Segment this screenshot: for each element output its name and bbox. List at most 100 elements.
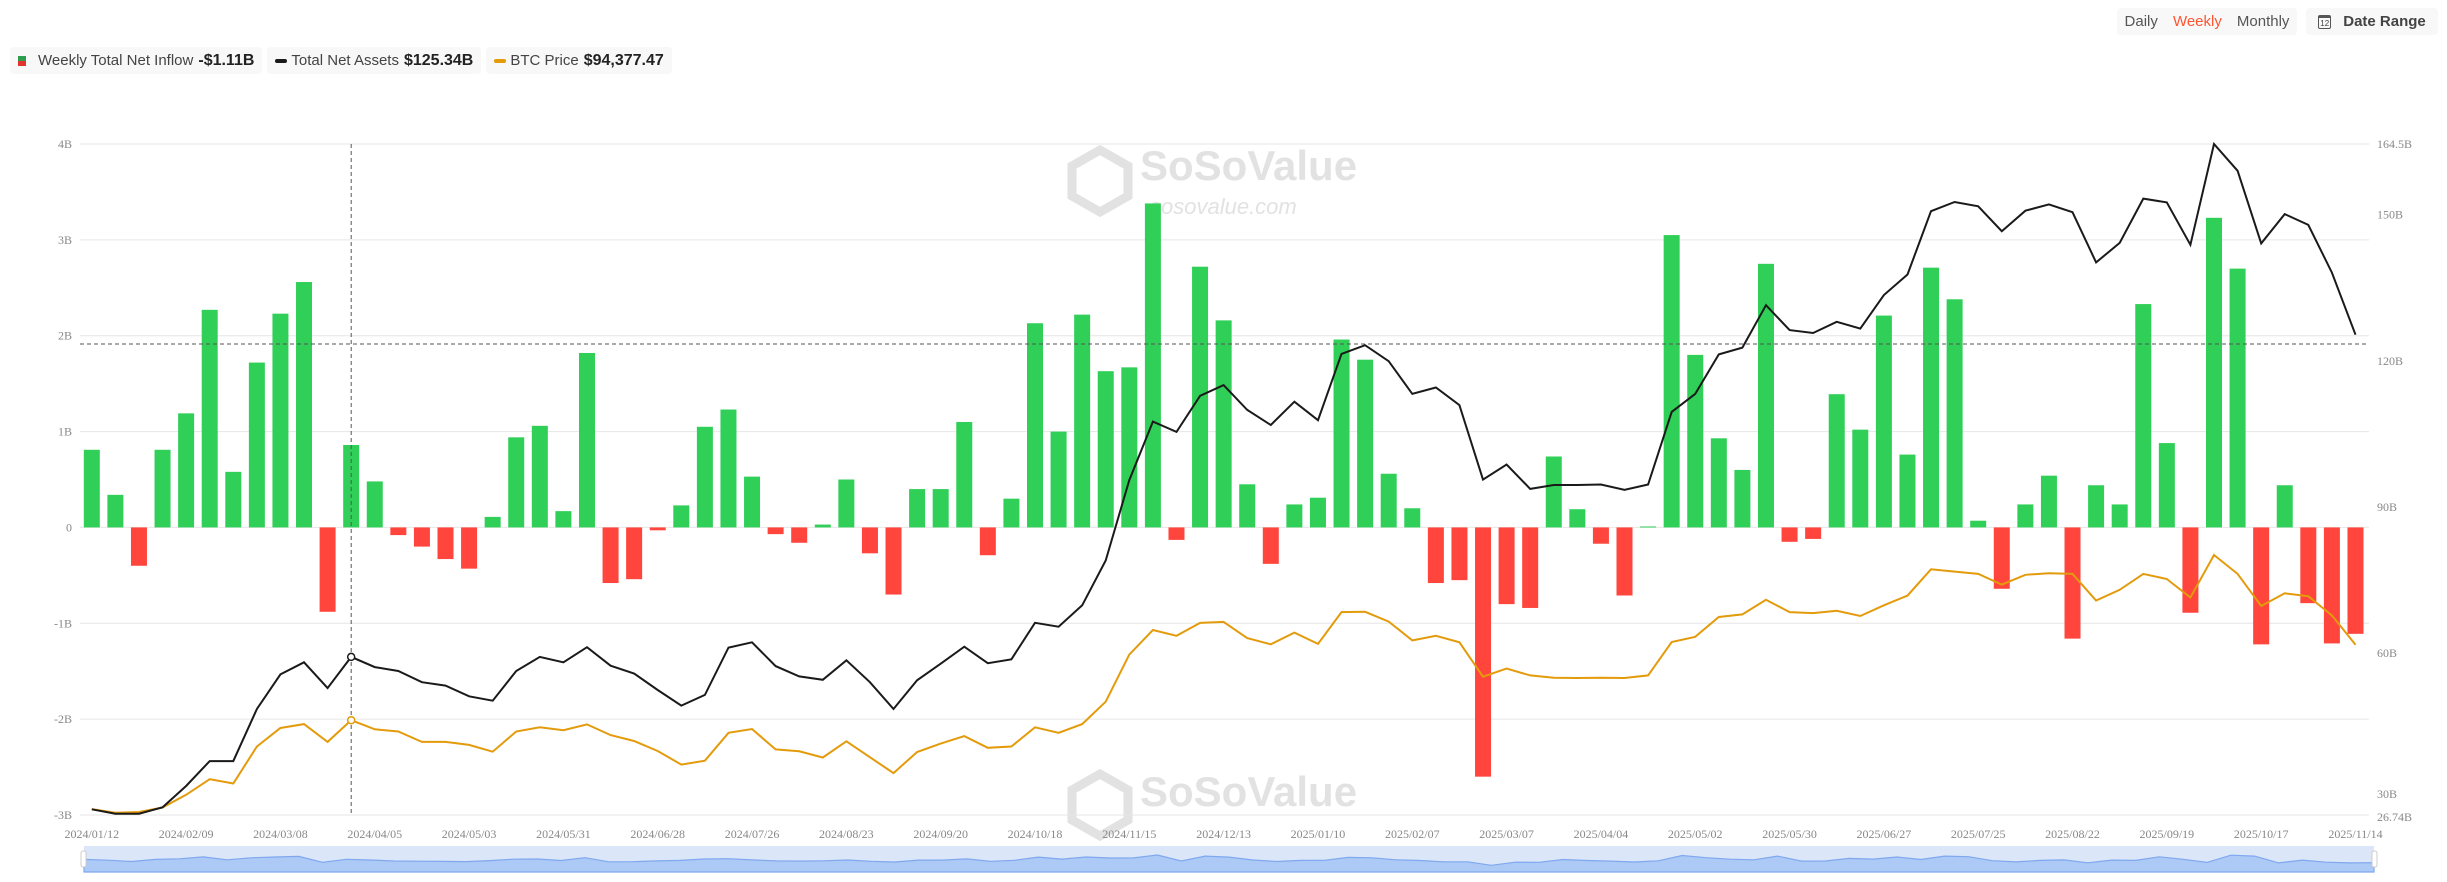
inflow-bar — [1475, 527, 1492, 777]
inflow-bar — [1734, 469, 1751, 528]
x-tick-label: 2025/08/22 — [2045, 827, 2100, 841]
x-tick-label: 2024/10/18 — [1008, 827, 1063, 841]
right-tick-label: 120B — [2377, 354, 2403, 368]
inflow-bar — [1640, 526, 1657, 528]
inflow-bar — [343, 444, 360, 528]
inflow-bar — [2017, 504, 2034, 528]
inflow-bar — [649, 527, 666, 531]
inflow-bar — [1498, 527, 1515, 605]
left-tick-label: 0 — [66, 520, 72, 534]
assets-hover-marker — [346, 652, 356, 662]
right-tick-label: 90B — [2377, 500, 2397, 514]
inflow-bar — [578, 352, 595, 528]
inflow-bar — [296, 282, 313, 528]
inflow-bar — [1427, 527, 1444, 584]
left-axis: 4B 3B 2B 1B 0 -1B -2B -3B — [54, 137, 72, 822]
inflow-bar — [1333, 339, 1350, 528]
legend-label: BTC Price — [510, 52, 579, 69]
inflow-bar — [1262, 527, 1279, 564]
crosshair — [80, 144, 2369, 815]
x-tick-label: 2024/02/09 — [159, 827, 214, 841]
period-daily-button[interactable]: Daily — [2124, 13, 2158, 30]
navigator-left-handle[interactable] — [80, 850, 87, 868]
x-tick-label: 2025/07/25 — [1951, 827, 2006, 841]
left-tick-label: 1B — [58, 425, 72, 439]
legend-item-btc-price[interactable]: BTC Price $94,377.47 — [486, 47, 672, 74]
inflow-bar — [2111, 504, 2128, 528]
inflow-bar — [744, 476, 761, 528]
inflow-bar — [1545, 456, 1562, 528]
inflow-bar — [1003, 498, 1020, 528]
inflow-bar — [1923, 267, 1940, 528]
inflow-bar — [1097, 371, 1114, 528]
inflow-bar — [1592, 527, 1609, 544]
left-tick-label: -1B — [54, 616, 72, 630]
inflow-bar — [2253, 527, 2270, 645]
inflow-bar — [154, 449, 171, 528]
legend-item-net-inflow[interactable]: Weekly Total Net Inflow -$1.11B — [10, 47, 263, 74]
inflow-bar — [1710, 438, 1727, 528]
range-navigator[interactable] — [80, 846, 2378, 873]
inflow-bar — [1357, 359, 1374, 528]
x-tick-label: 2024/03/08 — [253, 827, 308, 841]
inflow-bar — [201, 309, 218, 528]
inflow-bar — [720, 409, 737, 528]
x-tick-label: 2024/04/05 — [347, 827, 402, 841]
watermark-top: SoSoValue sosovalue.com — [1067, 142, 1357, 219]
legend-item-net-assets[interactable]: Total Net Assets $125.34B — [267, 47, 482, 74]
x-tick-label: 2025/10/17 — [2234, 827, 2289, 841]
period-monthly-button[interactable]: Monthly — [2236, 13, 2290, 30]
x-tick-label: 2025/04/04 — [1574, 827, 1629, 841]
inflow-bar — [1309, 497, 1326, 528]
inflow-bar — [2300, 527, 2317, 604]
inflow-bar — [979, 527, 996, 556]
inflow-bar — [83, 449, 100, 528]
x-axis: 2024/01/12 2024/02/09 2024/03/08 2024/04/05… — [64, 827, 2382, 841]
period-weekly-button[interactable]: Weekly — [2172, 13, 2222, 30]
legend-label: Weekly Total Net Inflow — [38, 52, 194, 69]
inflow-bar — [626, 527, 643, 580]
watermark-logo-icon — [1067, 768, 1133, 842]
inflow-bar — [508, 437, 525, 528]
inflow-bar — [1616, 527, 1633, 596]
navigator-right-handle[interactable] — [2371, 850, 2378, 868]
inflow-bar — [885, 527, 902, 595]
total-net-assets-line — [91, 141, 2357, 815]
left-tick-label: -2B — [54, 712, 72, 726]
x-tick-label: 2024/01/12 — [64, 827, 119, 841]
inflow-bar — [555, 511, 572, 528]
inflow-bar — [602, 527, 619, 584]
legend-value: -$1.11B — [198, 51, 255, 69]
x-tick-label: 2025/05/30 — [1762, 827, 1817, 841]
inflow-bar — [1027, 323, 1043, 528]
inflow-bar — [1993, 527, 2010, 589]
inflow-bar — [437, 527, 454, 560]
x-tick-label: 2024/06/28 — [630, 827, 685, 841]
period-toggle: Daily Weekly Monthly — [2117, 8, 2297, 35]
inflow-bar — [248, 362, 265, 528]
right-tick-label: 150B — [2377, 208, 2403, 222]
inflow-bar — [1239, 484, 1256, 528]
inflow-bar — [1569, 509, 1586, 528]
calendar-icon: 12 — [2318, 14, 2332, 29]
inflow-bar — [909, 489, 926, 528]
inflow-bar — [1404, 508, 1421, 528]
inflow-bar — [2182, 527, 2199, 613]
inflow-bar — [1946, 299, 1963, 528]
inflow-bar — [130, 527, 147, 566]
watermark-url: sosovalue.com — [1150, 194, 1297, 219]
inflow-bar — [767, 527, 784, 535]
inflow-bar — [861, 527, 878, 554]
inflow-bar — [1144, 203, 1161, 528]
inflow-bar — [1781, 527, 1798, 542]
watermark-brand: SoSoValue — [1140, 142, 1357, 189]
inflow-bar — [413, 527, 430, 547]
series-lines — [91, 141, 2357, 815]
inflow-bar — [390, 527, 407, 536]
inflow-bar — [1970, 520, 1987, 528]
inflow-bar — [1663, 235, 1680, 528]
date-range-button[interactable]: 12 Date Range — [2306, 8, 2438, 35]
watermark-brand: SoSoValue — [1140, 768, 1357, 815]
inflow-bar — [673, 505, 690, 528]
